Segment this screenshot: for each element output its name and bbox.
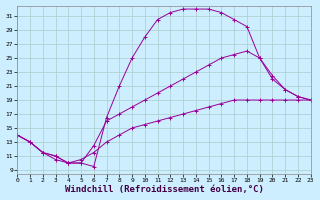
X-axis label: Windchill (Refroidissement éolien,°C): Windchill (Refroidissement éolien,°C) <box>65 185 263 194</box>
